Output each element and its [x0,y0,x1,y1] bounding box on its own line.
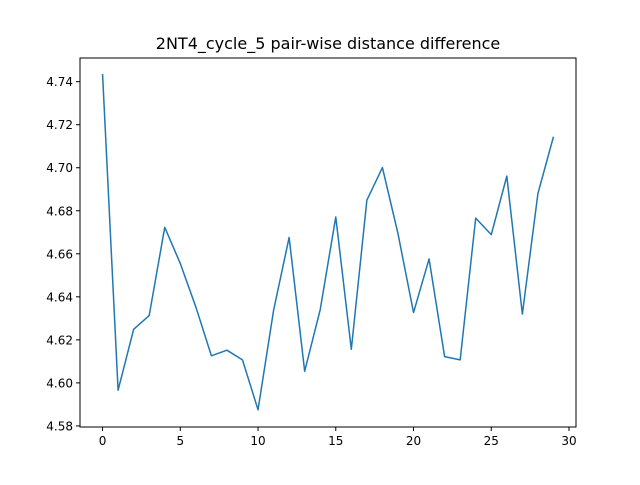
y-tick-label: 4.62 [46,333,73,347]
x-tick-label: 20 [406,434,421,448]
x-tick-label: 0 [99,434,107,448]
y-tick-label: 4.68 [46,204,73,218]
x-axis-ticks: 0 5 10 15 20 25 30 [99,427,577,448]
y-tick-label: 4.74 [46,75,73,89]
chart-title: 2NT4_cycle_5 pair-wise distance differen… [156,34,500,54]
series-line [103,74,554,410]
x-tick-label: 5 [176,434,184,448]
y-tick-label: 4.70 [46,161,73,175]
y-tick-label: 4.66 [46,247,73,261]
y-tick-label: 4.64 [46,290,73,304]
series-layer [103,74,554,410]
x-tick-label: 15 [328,434,343,448]
x-tick-label: 30 [561,434,576,448]
y-tick-label: 4.60 [46,376,73,390]
x-tick-label: 25 [484,434,499,448]
plot-area-frame [80,58,576,427]
y-tick-label: 4.58 [46,419,73,433]
y-axis-ticks: 4.58 4.60 4.62 4.64 4.66 4.68 4.70 4.72 4.74 [46,75,80,433]
y-tick-label: 4.72 [46,118,73,132]
x-tick-label: 10 [250,434,265,448]
